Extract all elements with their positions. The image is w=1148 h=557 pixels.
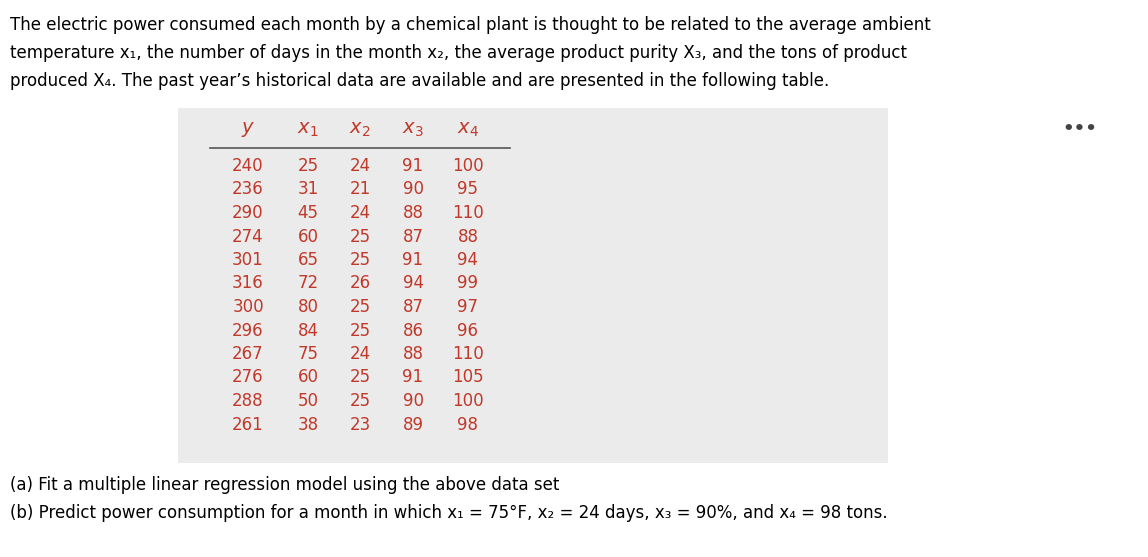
Text: $\mathit{x}_1$: $\mathit{x}_1$ [297, 120, 319, 139]
Text: 276: 276 [232, 369, 264, 387]
Text: 95: 95 [458, 180, 479, 198]
Text: 236: 236 [232, 180, 264, 198]
Text: (b) Predict power consumption for a month in which x₁ = 75°F, x₂ = 24 days, x₃ =: (b) Predict power consumption for a mont… [10, 504, 887, 522]
Text: 300: 300 [232, 298, 264, 316]
Text: 267: 267 [232, 345, 264, 363]
Text: 96: 96 [458, 321, 479, 340]
Text: 25: 25 [349, 392, 371, 410]
Text: 86: 86 [403, 321, 424, 340]
Text: 94: 94 [458, 251, 479, 269]
Text: 261: 261 [232, 416, 264, 433]
Text: 24: 24 [349, 157, 371, 175]
Text: produced X₄. The past year’s historical data are available and are presented in : produced X₄. The past year’s historical … [10, 72, 829, 90]
Text: 89: 89 [403, 416, 424, 433]
Text: 25: 25 [349, 298, 371, 316]
Text: 21: 21 [349, 180, 371, 198]
Text: The electric power consumed each month by a chemical plant is thought to be rela: The electric power consumed each month b… [10, 16, 931, 34]
Text: 25: 25 [349, 227, 371, 246]
Text: 110: 110 [452, 345, 483, 363]
Text: 316: 316 [232, 275, 264, 292]
Text: 87: 87 [403, 298, 424, 316]
Text: 25: 25 [349, 321, 371, 340]
Text: 274: 274 [232, 227, 264, 246]
Text: 296: 296 [232, 321, 264, 340]
Text: 31: 31 [297, 180, 319, 198]
Text: 84: 84 [297, 321, 318, 340]
Text: 75: 75 [297, 345, 318, 363]
FancyBboxPatch shape [178, 108, 568, 463]
Text: (a) Fit a multiple linear regression model using the above data set: (a) Fit a multiple linear regression mod… [10, 476, 559, 494]
Text: 25: 25 [349, 251, 371, 269]
FancyBboxPatch shape [568, 108, 889, 463]
Text: $\mathit{x}_2$: $\mathit{x}_2$ [349, 120, 371, 139]
Text: 72: 72 [297, 275, 318, 292]
Text: 99: 99 [458, 275, 479, 292]
Text: 65: 65 [297, 251, 318, 269]
Text: 25: 25 [349, 369, 371, 387]
Text: 45: 45 [297, 204, 318, 222]
Text: $\mathit{x}_3$: $\mathit{x}_3$ [402, 120, 424, 139]
Text: 288: 288 [232, 392, 264, 410]
Text: temperature x₁, the number of days in the month x₂, the average product purity X: temperature x₁, the number of days in th… [10, 44, 907, 62]
Text: 100: 100 [452, 392, 483, 410]
Text: 26: 26 [349, 275, 371, 292]
Text: 100: 100 [452, 157, 483, 175]
Text: 301: 301 [232, 251, 264, 269]
Text: 60: 60 [297, 369, 318, 387]
Text: 290: 290 [232, 204, 264, 222]
Text: 98: 98 [458, 416, 479, 433]
Text: $\mathit{x}_4$: $\mathit{x}_4$ [457, 120, 479, 139]
Text: $\mathit{y}$: $\mathit{y}$ [241, 120, 255, 139]
Text: 91: 91 [403, 369, 424, 387]
Text: 90: 90 [403, 392, 424, 410]
Text: 25: 25 [297, 157, 318, 175]
Text: 60: 60 [297, 227, 318, 246]
Text: 38: 38 [297, 416, 318, 433]
Text: •••: ••• [1063, 120, 1097, 138]
Text: 94: 94 [403, 275, 424, 292]
Text: 87: 87 [403, 227, 424, 246]
Text: 90: 90 [403, 180, 424, 198]
Text: 91: 91 [403, 251, 424, 269]
Text: 91: 91 [403, 157, 424, 175]
Text: 24: 24 [349, 204, 371, 222]
Text: 50: 50 [297, 392, 318, 410]
Text: 88: 88 [403, 204, 424, 222]
Text: 240: 240 [232, 157, 264, 175]
Text: 23: 23 [349, 416, 371, 433]
Text: 88: 88 [458, 227, 479, 246]
Text: 105: 105 [452, 369, 483, 387]
Text: 24: 24 [349, 345, 371, 363]
Text: 97: 97 [458, 298, 479, 316]
Text: 80: 80 [297, 298, 318, 316]
Text: 110: 110 [452, 204, 483, 222]
Text: 88: 88 [403, 345, 424, 363]
